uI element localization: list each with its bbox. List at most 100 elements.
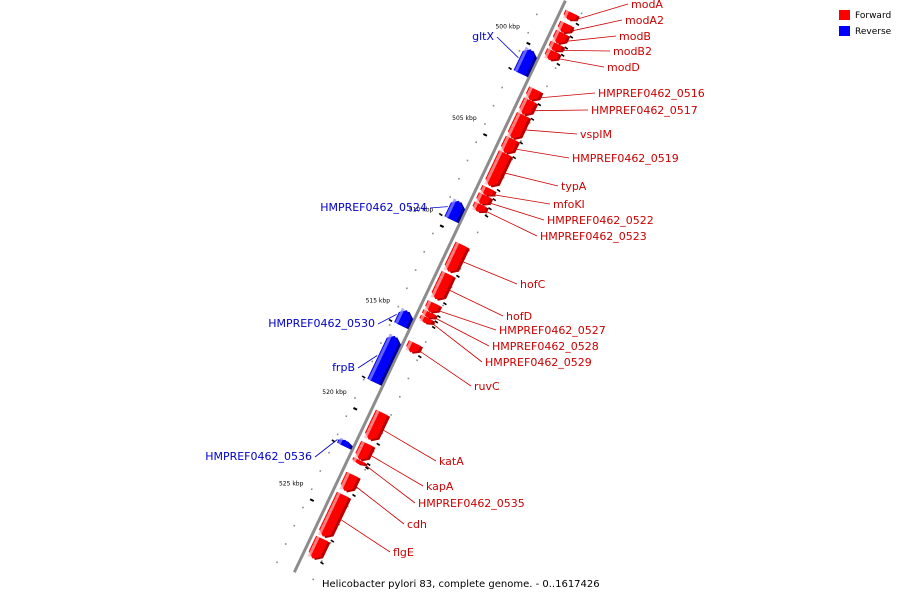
gene-kapA[interactable] [354,440,376,467]
gene-modB2[interactable] [548,40,566,58]
gene-flgE[interactable] [317,491,352,543]
gene-HMPREF0462_0524[interactable] [438,198,466,224]
gene-end-mark [564,46,569,50]
gene-label[interactable]: HMPREF0462_0527 [499,324,606,337]
gene-arrow[interactable] [365,409,388,440]
gene-label[interactable]: typA [561,180,587,193]
gene-label[interactable]: mfoKI [553,198,585,211]
minor-tick-dot [364,469,366,471]
gene-HMPREF0462_0519[interactable] [499,135,520,160]
gene-end-mark [438,212,443,217]
gene-arrow[interactable] [355,440,373,460]
minor-tick-dot [580,12,583,15]
gene-arrow[interactable] [485,150,511,186]
gene-label[interactable]: modB [619,30,651,43]
gene-label[interactable]: kapA [426,480,454,493]
minor-tick-dot [501,86,503,89]
gene-label[interactable]: HMPREF0462_0522 [547,214,654,227]
gene-label[interactable]: frpB [332,361,355,374]
minor-tick-dot [338,523,340,526]
gene-label[interactable]: modD [607,61,640,74]
minor-tick-dot [536,13,538,16]
gene-end-mark [376,442,381,446]
minor-tick-dot [347,505,349,508]
gene-label[interactable]: HMPREF0462_0528 [492,340,599,353]
gene-ruvC[interactable] [405,340,423,359]
minor-tick-dot [475,141,477,143]
legend-forward-label: Forward [855,11,891,21]
gene-label[interactable]: katA [439,455,464,468]
gene-label[interactable]: gltX [472,30,494,43]
gene-end-mark [417,354,422,359]
gene-end-mark [442,302,447,306]
gene-vspIM[interactable] [506,112,532,145]
gene-modB[interactable] [551,29,571,50]
gene-hofD[interactable] [430,270,456,306]
gene-labels: modA modA2 modB modB2 modD gltX HMPREF0462_051… [205,0,705,559]
gene-HMPREF0462_0536[interactable] [331,437,353,450]
gene-label[interactable]: vspIM [580,128,612,141]
kbp-tick: 510 kbp [409,206,445,228]
gene-arrow[interactable] [319,491,349,537]
gene-arrow[interactable] [367,335,399,385]
gene-label[interactable]: flgE [393,546,414,559]
gene-HMPREF0462_0535[interactable] [352,457,369,470]
minor-tick-dot [302,506,304,509]
gene-hofC[interactable] [443,241,470,278]
gene-arrow[interactable] [444,241,468,272]
gene-label[interactable]: HMPREF0462_0523 [540,230,647,243]
gene-label[interactable]: modA2 [625,14,664,27]
gene-leader-line [364,464,416,504]
gene-mfoKI[interactable] [479,185,497,202]
gene-label[interactable]: HMPREF0462_0517 [591,104,698,117]
gene-leader-line [461,260,518,285]
gene-end-mark [530,117,535,121]
gene-arrow[interactable] [337,439,351,449]
gene-leader-line [314,439,338,458]
gene-gltX[interactable] [508,46,537,78]
gene-arrow-highlight [543,48,551,59]
gene-HMPREF0462_0517[interactable] [517,97,539,121]
gene-label[interactable]: HMPREF0462_0530 [268,317,375,330]
gene-frpB[interactable] [361,333,401,386]
gene-arrow[interactable] [340,471,359,491]
gene-end-mark [365,466,369,470]
gene-arrow[interactable] [394,310,411,328]
minor-tick-dot [450,286,453,288]
gene-HMPREF0462_0528[interactable] [421,309,439,324]
gene-end-mark [519,141,524,145]
gene-label[interactable]: HMPREF0462_0524 [320,201,427,214]
gene-label[interactable]: cdh [407,518,427,531]
minor-tick-dot [319,470,322,472]
gene-label[interactable]: HMPREF0462_0535 [418,497,525,510]
gene-label[interactable]: ruvC [474,380,500,393]
gene-arrow[interactable] [507,112,529,139]
gene-label[interactable]: modA [631,0,663,11]
gene-label[interactable]: HMPREF0462_0536 [205,450,312,463]
gene-label[interactable]: hofD [506,310,532,323]
gene-arrow[interactable] [513,49,535,76]
minor-tick-dot [381,432,384,435]
gene-leader-line [438,310,497,331]
gene-HMPREF0462_0523[interactable] [472,201,489,218]
gene-unnamed[interactable] [307,535,331,565]
gene-HMPREF0462_0530[interactable] [388,307,414,330]
gene-leader-line [524,129,578,135]
minor-tick-dot [563,49,566,51]
gene-HMPREF0462_0516[interactable] [524,86,544,107]
gene-label[interactable]: HMPREF0462_0516 [598,87,705,100]
gene-leader-line [570,19,623,32]
gene-label[interactable]: HMPREF0462_0519 [572,152,679,165]
gene-label[interactable]: hofC [520,278,546,291]
gene-modA[interactable] [563,9,580,26]
gene-label[interactable]: modB2 [613,45,652,58]
gene-typA[interactable] [484,150,514,193]
gene-katA[interactable] [363,409,391,446]
gene-HMPREF0462_0529[interactable] [419,314,436,330]
gene-arrow[interactable] [444,200,463,222]
gene-cdh[interactable] [339,471,361,498]
gene-label[interactable]: HMPREF0462_0529 [485,356,592,369]
gene-arrow[interactable] [431,270,454,300]
gene-arrow[interactable] [308,535,328,559]
